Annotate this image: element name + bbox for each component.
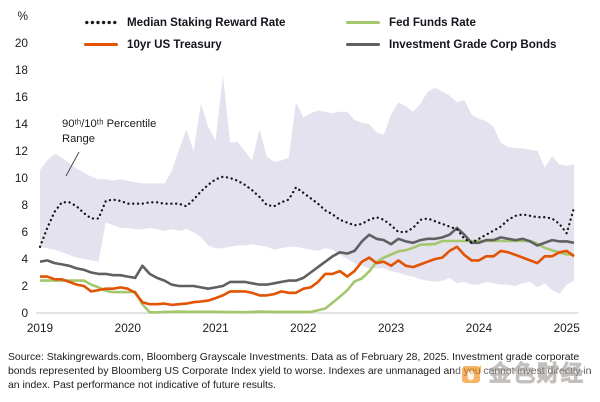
y-tick-label: 6 xyxy=(21,225,28,239)
legend-label: Fed Funds Rate xyxy=(389,16,476,29)
y-axis-unit: % xyxy=(18,9,29,23)
y-tick-label: 10 xyxy=(15,171,29,185)
y-tick-label: 4 xyxy=(21,252,28,266)
y-tick-label: 20 xyxy=(15,36,29,50)
legend-label: Investment Grade Corp Bonds xyxy=(389,38,557,51)
percentile-range-annotation: 90ᵗʰ/10ᵗʰ Percentile Range xyxy=(62,118,157,145)
y-tick-label: 18 xyxy=(15,63,29,77)
y-tick-label: 14 xyxy=(15,117,29,131)
x-tick-label: 2025 xyxy=(554,321,581,335)
line-swatch xyxy=(346,42,380,47)
x-tick-label: 2021 xyxy=(202,321,228,335)
x-tick-label: 2019 xyxy=(27,321,53,335)
x-tick-label: 2020 xyxy=(115,321,142,335)
line-swatch xyxy=(346,20,380,25)
series-median-staking-reward-rate xyxy=(38,175,576,248)
source-note: Source: Stakingrewards.com, Bloomberg Gr… xyxy=(8,352,592,391)
y-tick-label: 0 xyxy=(21,306,28,320)
y-tick-label: 12 xyxy=(15,144,28,158)
series-investment-grade-corp-bonds xyxy=(39,226,575,291)
legend-label: Median Staking Reward Rate xyxy=(127,16,286,29)
legend-label: 10yr US Treasury xyxy=(127,38,222,51)
line-swatch xyxy=(84,42,118,47)
legend: Median Staking Reward Rate Fed Funds Rate… xyxy=(84,16,557,51)
annotation-pointer-line xyxy=(65,151,80,177)
chart-area: % 20 18 16 14 12 10 8 6 4 2 0 2019 2020 2021 2022 2023 20… xyxy=(15,9,581,335)
legend-item: 10yr US Treasury xyxy=(84,38,346,51)
y-tick-label: 16 xyxy=(15,90,29,104)
legend-item: Investment Grade Corp Bonds xyxy=(346,38,557,51)
watermark: 金色财经 xyxy=(454,360,590,388)
watermark-text: 金色财经 xyxy=(488,361,585,386)
y-tick-label: 2 xyxy=(21,279,28,293)
y-tick-label: 8 xyxy=(21,198,28,212)
jinse-logo-icon xyxy=(460,362,484,386)
x-tick-label: 2024 xyxy=(466,321,493,335)
dotted-line-swatch xyxy=(84,20,118,25)
legend-item: Fed Funds Rate xyxy=(346,16,557,29)
series-10yr-us-treasury xyxy=(40,245,575,307)
legend-item: Median Staking Reward Rate xyxy=(84,16,346,29)
x-tick-label: 2023 xyxy=(378,321,405,335)
percentile-band xyxy=(40,75,574,295)
x-tick-label: 2022 xyxy=(290,321,316,335)
